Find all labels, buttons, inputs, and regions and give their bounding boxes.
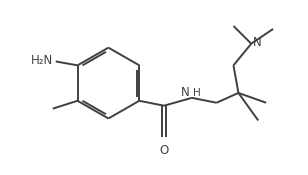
Text: N: N: [181, 86, 190, 99]
Text: H: H: [193, 88, 201, 98]
Text: H₂N: H₂N: [30, 54, 53, 67]
Text: N: N: [253, 36, 262, 49]
Text: O: O: [160, 144, 169, 157]
